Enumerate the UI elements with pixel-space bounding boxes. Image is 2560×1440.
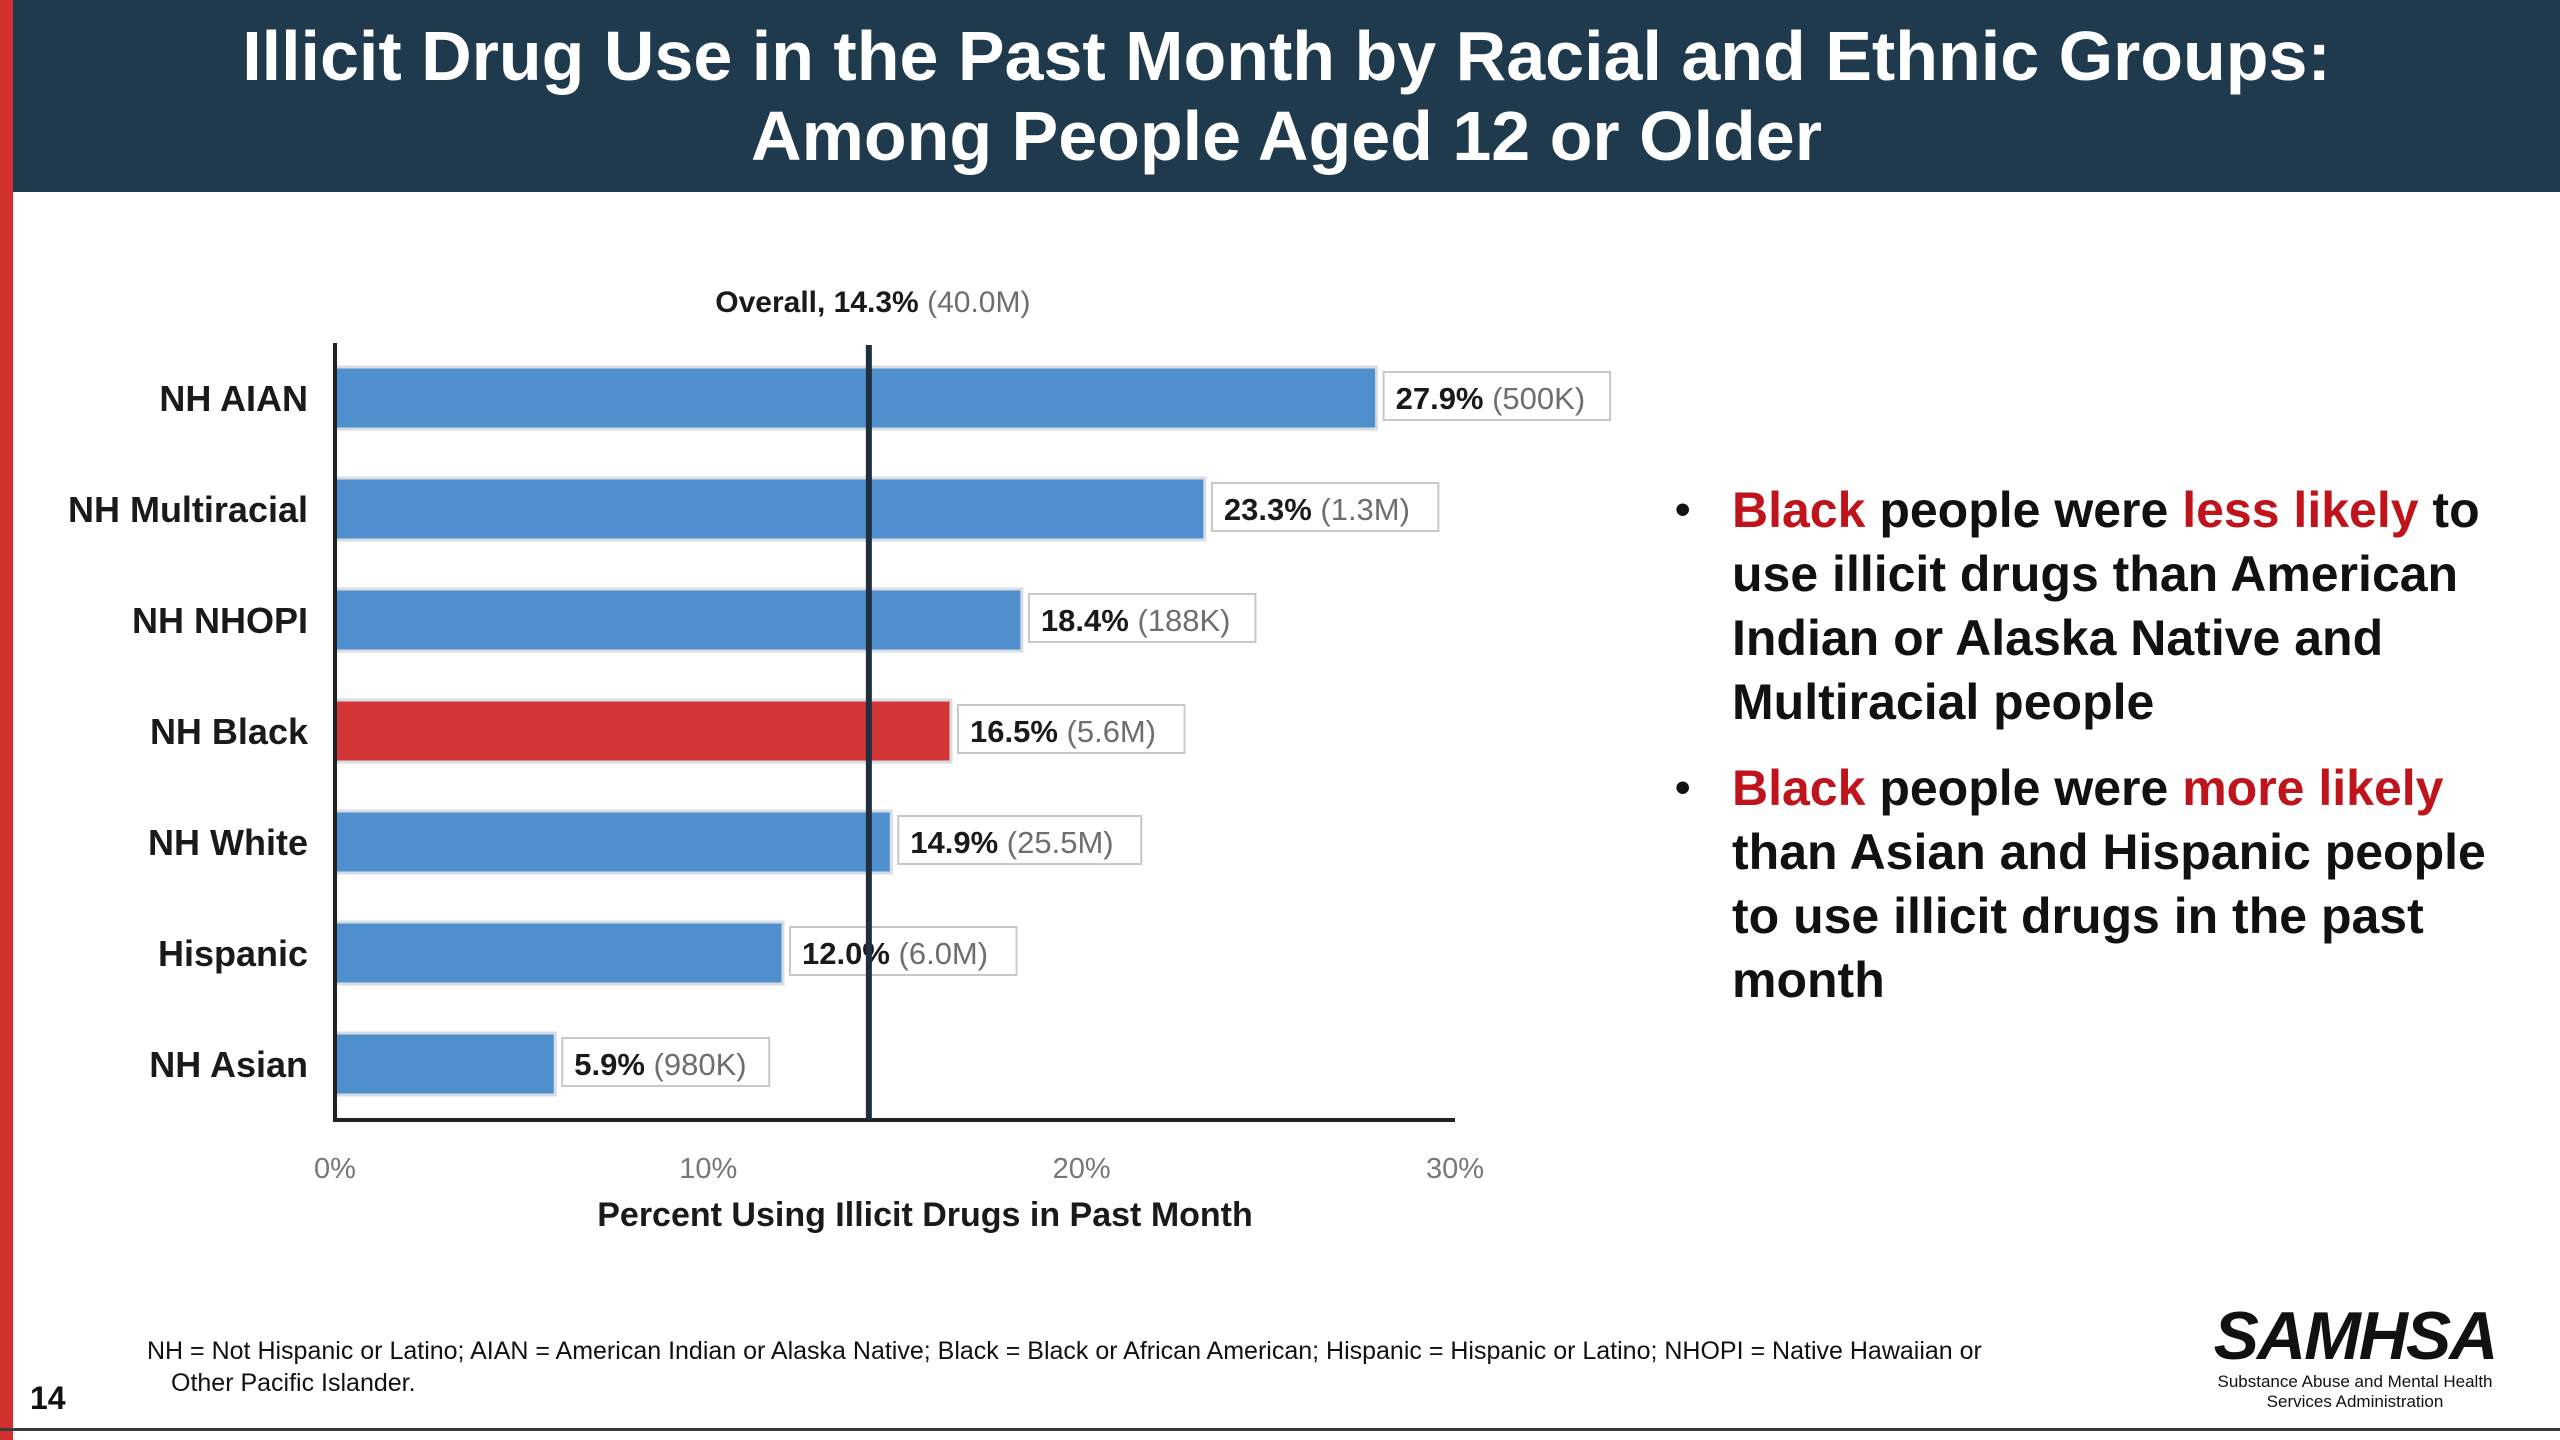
bar-nh-multiracial	[333, 476, 1207, 542]
data-label-box	[1027, 593, 1257, 643]
category-label: Hispanic	[158, 933, 308, 974]
finding-bullet-1: • Black people were less likely to use il…	[1675, 478, 2495, 734]
category-label: NH Multiracial	[68, 489, 308, 530]
x-tick-label: 0%	[314, 1153, 356, 1185]
data-label-box	[897, 815, 1143, 865]
finding-1-part-3: less likely	[2182, 482, 2419, 538]
data-label-box	[561, 1037, 771, 1087]
bar-nh-asian	[333, 1031, 557, 1097]
finding-2-part-2: people were	[1865, 760, 2183, 816]
finding-2-part-1: Black	[1732, 760, 1866, 816]
finding-1-part-2: people were	[1865, 482, 2183, 538]
samhsa-logo: SAMHSA Substance Abuse and Mental Health…	[2195, 1300, 2515, 1412]
logo-subtitle-line-1: Substance Abuse and Mental Health	[2217, 1372, 2493, 1391]
bar-nh-black	[333, 698, 953, 764]
finding-1-part-4: to use illicit drugs than American India…	[1732, 482, 2480, 730]
data-label-box	[1210, 482, 1440, 532]
bar-nh-aian	[333, 365, 1379, 431]
x-tick-label: 30%	[1426, 1153, 1484, 1185]
slide-number: 14	[30, 1380, 66, 1416]
data-label-box	[1382, 371, 1612, 421]
footnote-line-2: Other Pacific Islander.	[171, 1369, 416, 1397]
category-label: NH Asian	[149, 1044, 308, 1085]
data-label: 23.3% (1.3M)	[1224, 492, 1410, 527]
x-axis-title: Percent Using Illicit Drugs in Past Mont…	[597, 1196, 1253, 1234]
category-label: NH NHOPI	[132, 600, 308, 641]
abbreviations-footnote: NH = Not Hispanic or Latino; AIAN = Amer…	[147, 1335, 2127, 1399]
page-title-line-1: Illicit Drug Use in the Past Month by Ra…	[242, 17, 2331, 95]
category-label: NH White	[148, 822, 308, 863]
data-label: 27.9% (500K)	[1396, 381, 1586, 416]
x-tick-label: 20%	[1053, 1153, 1111, 1185]
bar-nh-white	[333, 809, 893, 875]
bar-hispanic	[333, 920, 785, 986]
finding-2-part-4: than Asian and Hispanic people to use il…	[1732, 824, 2486, 1008]
data-label: 14.9% (25.5M)	[910, 825, 1113, 860]
logo-subtitle-line-2: Services Administration	[2266, 1392, 2444, 1411]
category-label: NH Black	[150, 711, 309, 752]
overall-reference-label: Overall, 14.3% (40.0M)	[715, 286, 1030, 319]
data-label: 5.9% (980K)	[574, 1047, 746, 1082]
finding-2-part-3: more likely	[2182, 760, 2444, 816]
bullet-dot-icon: •	[1675, 485, 1691, 534]
data-label: 18.4% (188K)	[1041, 603, 1231, 638]
bullet-dot-icon: •	[1675, 763, 1691, 812]
finding-bullet-2: • Black people were more likely than Asia…	[1675, 756, 2495, 1012]
data-label: 12.0% (6.0M)	[802, 936, 988, 971]
key-findings: • Black people were less likely to use il…	[1675, 478, 2495, 1034]
finding-1-part-1: Black	[1732, 482, 1866, 538]
left-accent-bar	[0, 0, 13, 1440]
bar-nh-nhopi	[333, 587, 1024, 653]
title-bar: Illicit Drug Use in the Past Month by Ra…	[13, 0, 2560, 192]
bottom-rule	[0, 1428, 2560, 1431]
category-label: NH AIAN	[159, 378, 308, 419]
page-title-line-2: Among People Aged 12 or Older	[751, 97, 1822, 175]
data-label-box	[789, 926, 1018, 976]
data-label: 16.5% (5.6M)	[970, 714, 1156, 749]
data-label-box	[957, 704, 1186, 754]
x-tick-label: 10%	[679, 1153, 737, 1185]
logo-wordmark: SAMHSA	[2213, 1298, 2499, 1374]
footnote-line-1: NH = Not Hispanic or Latino; AIAN = Amer…	[147, 1337, 1982, 1365]
